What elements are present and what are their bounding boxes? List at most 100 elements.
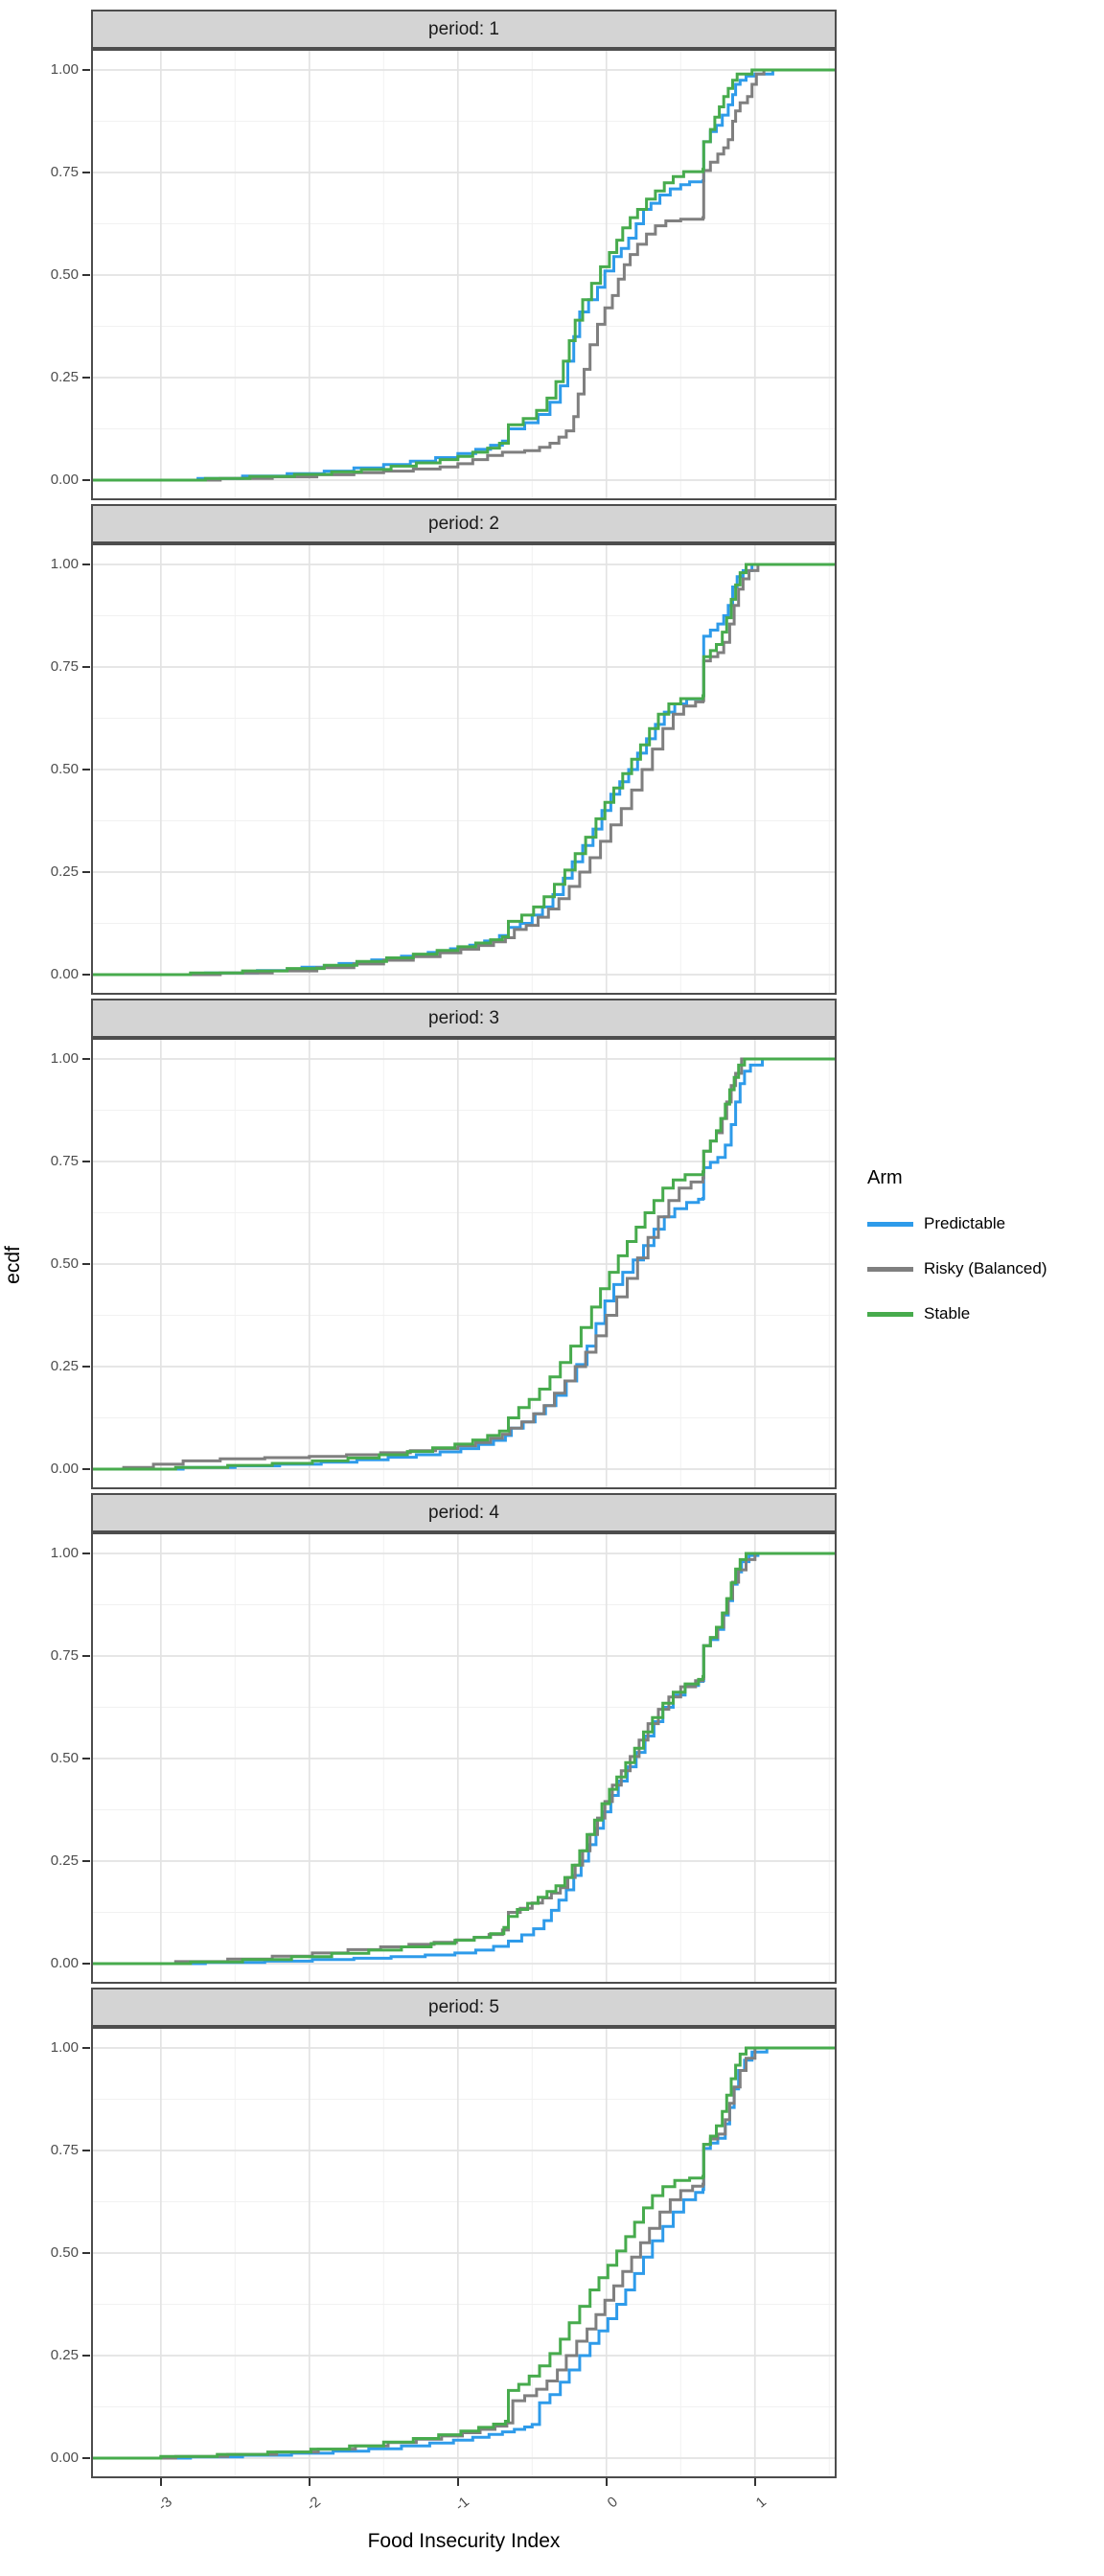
facet-strip-label: period: 2	[428, 513, 499, 534]
y-tick-mark	[82, 69, 90, 71]
legend-item-label: Predictable	[924, 1214, 1006, 1232]
legend-item-stable: Stable	[867, 1302, 1047, 1325]
legend-key-line-icon	[867, 1266, 913, 1272]
facet-strip-3: period: 3	[91, 999, 837, 1038]
facet-strip-2: period: 2	[91, 504, 837, 543]
y-tick-label: 0.25	[50, 1358, 79, 1374]
y-tick-label: 0.00	[50, 2450, 79, 2466]
y-tick-label: 1.00	[50, 1050, 79, 1067]
facet-plot-4	[91, 1532, 837, 1984]
y-tick-label: 0.50	[50, 1750, 79, 1766]
facet-strip-1: period: 1	[91, 10, 837, 49]
y-tick-mark	[82, 2457, 90, 2459]
y-tick-mark	[82, 2047, 90, 2049]
y-tick-label: 1.00	[50, 2039, 79, 2056]
y-tick-mark	[82, 274, 90, 276]
y-tick-mark	[82, 1758, 90, 1760]
y-tick-label: 0.75	[50, 658, 79, 675]
y-tick-label: 0.75	[50, 2142, 79, 2158]
ecdf-line-predictable	[91, 68, 837, 482]
x-tick-label: -3	[154, 2494, 175, 2515]
legend-title: Arm	[867, 1167, 903, 1188]
ecdf-plot-svg	[91, 49, 837, 500]
legend-items: Predictable Risky (Balanced) Stable	[867, 1212, 1047, 1325]
legend: Arm Predictable Risky (Balanced) Stable	[867, 1167, 1047, 1347]
ecdf-line-stable	[91, 1552, 837, 1966]
ecdf-line-stable	[91, 563, 837, 977]
facet-strip-label: period: 4	[428, 1502, 499, 1523]
y-tick-mark	[82, 1655, 90, 1657]
y-tick-mark	[82, 172, 90, 173]
facet-strip-4: period: 4	[91, 1493, 837, 1532]
ecdf-line-stable	[91, 68, 837, 482]
legend-item-label: Stable	[924, 1304, 971, 1322]
y-tick-label: 0.25	[50, 2347, 79, 2363]
facet-plot-3	[91, 1038, 837, 1489]
y-tick-mark	[82, 2355, 90, 2357]
y-tick-label: 0.25	[50, 1852, 79, 1869]
legend-item-risky-balanced: Risky (Balanced)	[867, 1257, 1047, 1280]
ecdf-plot-svg	[91, 2027, 837, 2478]
y-tick-label: 1.00	[50, 556, 79, 572]
x-tick-label: 1	[752, 2494, 770, 2512]
y-tick-label: 0.50	[50, 266, 79, 283]
y-tick-label: 0.75	[50, 1153, 79, 1169]
y-tick-mark	[82, 666, 90, 668]
y-tick-label: 0.50	[50, 1255, 79, 1272]
ecdf-plot-svg	[91, 543, 837, 995]
y-tick-label: 1.00	[50, 1545, 79, 1561]
x-tick-mark	[605, 2478, 608, 2486]
ecdf-line-stable	[91, 2046, 837, 2460]
y-tick-label: 0.00	[50, 966, 79, 982]
facet-strip-label: period: 1	[428, 18, 499, 39]
ecdf-plot-svg	[91, 1532, 837, 1984]
facet-strip-label: period: 3	[428, 1007, 499, 1028]
facet-plot-1	[91, 49, 837, 500]
ecdf-line-predictable	[91, 1552, 837, 1966]
y-tick-mark	[82, 1963, 90, 1965]
y-tick-label: 0.50	[50, 2244, 79, 2261]
legend-item-label: Risky (Balanced)	[924, 1259, 1047, 1277]
x-tick-mark	[308, 2478, 310, 2486]
ecdf-plot-svg	[91, 1038, 837, 1489]
y-tick-mark	[82, 2150, 90, 2151]
y-tick-label: 0.00	[50, 1460, 79, 1477]
y-tick-mark	[82, 1366, 90, 1368]
y-tick-mark	[82, 1263, 90, 1265]
y-tick-mark	[82, 769, 90, 770]
facet-strip-label: period: 5	[428, 1996, 499, 2017]
ecdf-line-risky-balanced	[91, 68, 837, 482]
y-tick-mark	[82, 377, 90, 379]
x-tick-mark	[456, 2478, 459, 2486]
y-tick-label: 0.50	[50, 761, 79, 777]
ecdf-line-stable	[91, 1057, 837, 1471]
x-tick-mark	[159, 2478, 162, 2486]
facet-strip-5: period: 5	[91, 1988, 837, 2027]
legend-key-line-icon	[867, 1311, 913, 1317]
y-tick-mark	[82, 1860, 90, 1862]
ecdf-line-predictable	[91, 1057, 837, 1471]
y-tick-label: 0.25	[50, 369, 79, 385]
y-tick-mark	[82, 1161, 90, 1162]
legend-key-line-icon	[867, 1221, 913, 1227]
y-tick-mark	[82, 2252, 90, 2254]
facet-plot-2	[91, 543, 837, 995]
x-tick-mark	[753, 2478, 756, 2486]
y-tick-label: 0.25	[50, 863, 79, 880]
y-tick-label: 1.00	[50, 61, 79, 78]
y-tick-mark	[82, 1058, 90, 1060]
y-tick-mark	[82, 479, 90, 481]
y-tick-mark	[82, 1468, 90, 1470]
y-tick-label: 0.75	[50, 1647, 79, 1664]
ecdf-line-risky-balanced	[91, 563, 837, 977]
y-tick-mark	[82, 871, 90, 873]
x-axis-title: Food Insecurity Index	[367, 2530, 561, 2552]
ecdf-line-predictable	[91, 2046, 837, 2460]
y-tick-mark	[82, 564, 90, 565]
y-tick-mark	[82, 974, 90, 976]
facet-plot-5	[91, 2027, 837, 2478]
y-tick-label: 0.00	[50, 1955, 79, 1971]
y-tick-mark	[82, 1552, 90, 1554]
y-tick-label: 0.00	[50, 472, 79, 488]
